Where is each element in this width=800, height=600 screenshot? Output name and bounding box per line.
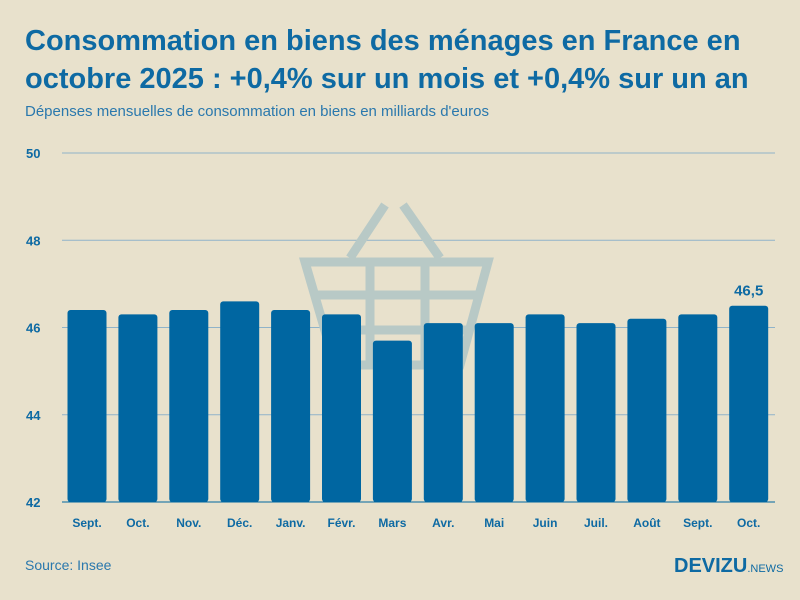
x-tick-label: Févr.: [327, 516, 355, 530]
x-tick-label: Sept.: [72, 516, 101, 530]
x-tick-label: Oct.: [126, 516, 149, 530]
bar: [423, 323, 463, 502]
bar: [627, 318, 667, 502]
bar: [271, 310, 311, 502]
x-tick-label: Mai: [484, 516, 504, 530]
bar: [118, 314, 158, 502]
chart-title: Consommation en biens des ménages en Fra…: [25, 25, 749, 95]
logo: DEVIZU.NEWS: [674, 555, 784, 577]
x-tick-label: Avr.: [432, 516, 454, 530]
bar: [474, 323, 514, 502]
x-tick-label: Juin: [533, 516, 558, 530]
y-tick-label: 46: [26, 321, 40, 336]
x-tick-label: Sept.: [683, 516, 712, 530]
x-tick-label: Juil.: [584, 516, 608, 530]
chart-subtitle: Dépenses mensuelles de consommation en b…: [25, 103, 489, 120]
source-note: Source: Insee: [25, 557, 112, 573]
bar: [67, 310, 107, 502]
bar: [525, 314, 565, 502]
y-tick-label: 50: [26, 146, 40, 161]
y-tick-label: 44: [26, 408, 41, 423]
x-tick-label: Août: [633, 516, 660, 530]
bar: [169, 310, 209, 502]
bar: [729, 305, 769, 502]
bar: [372, 340, 412, 502]
x-tick-label: Mars: [378, 516, 406, 530]
y-tick-label: 48: [26, 233, 40, 248]
bar: [322, 314, 361, 502]
x-tick-label: Janv.: [276, 516, 306, 530]
x-tick-label: Déc.: [227, 516, 252, 530]
bar: [220, 301, 260, 502]
data-label: 46,5: [734, 283, 763, 300]
x-tick-label: Nov.: [176, 516, 201, 530]
bar: [576, 323, 616, 502]
x-tick-label: Oct.: [737, 516, 760, 530]
bar: [678, 314, 718, 502]
y-tick-label: 42: [26, 495, 40, 510]
